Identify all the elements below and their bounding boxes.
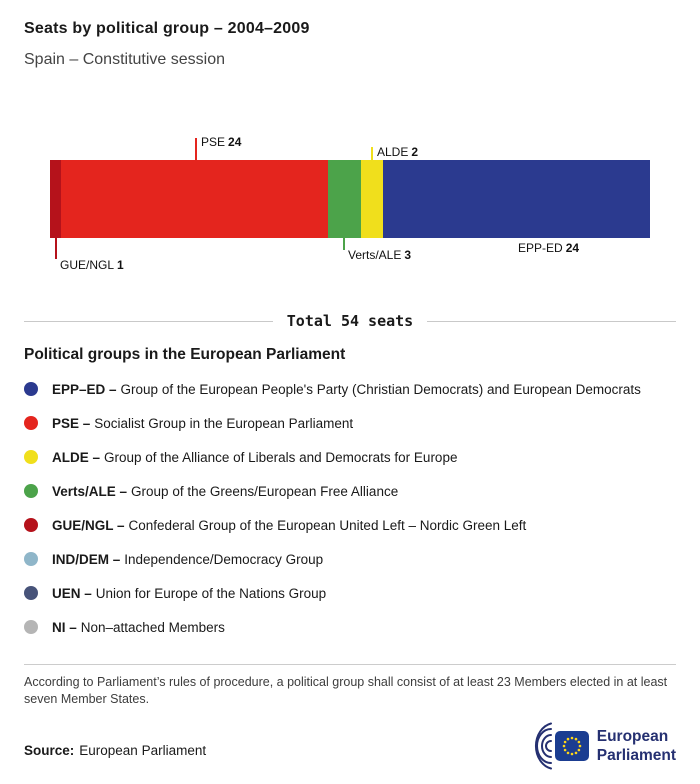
leader-line-pse — [195, 138, 197, 160]
legend-group-name: Verts/ALE – — [52, 484, 128, 499]
ep-logo-mark — [534, 722, 589, 770]
legend-group-desc: Group of the European People's Party (Ch… — [120, 382, 641, 397]
leader-line-alde — [371, 147, 373, 160]
eu-flag-icon — [554, 731, 589, 761]
legend-group-name: NI – — [52, 620, 77, 635]
legend-heading: Political groups in the European Parliam… — [24, 346, 346, 363]
legend-bullet-ni — [24, 620, 38, 634]
eu-flag-stars — [562, 736, 582, 756]
group-seats: 3 — [404, 248, 412, 262]
legend-bullet-gue-ngl — [24, 518, 38, 532]
source-text: European Parliament — [79, 743, 207, 758]
legend-group-name: PSE – — [52, 416, 91, 431]
bar-segment-verts-ale — [327, 160, 362, 238]
leader-line-gue-ngl — [55, 238, 57, 259]
legend-item-gue-ngl: GUE/NGL – Confederal Group of the Europea… — [24, 517, 676, 534]
leader-line-verts-ale — [343, 238, 345, 250]
chart-title: Seats by political group – 2004–2009 — [24, 20, 310, 37]
bar-label-pse: PSE 24 — [201, 135, 241, 149]
legend-item-ind-dem: IND/DEM – Independence/Democracy Group — [24, 551, 676, 568]
legend-item-uen: UEN – Union for Europe of the Nations Gro… — [24, 585, 676, 602]
source-label: Source: — [24, 743, 75, 758]
group-seats: 2 — [411, 145, 419, 159]
bar-label-epp-ed: EPP-ED 24 — [518, 241, 579, 255]
group-seats: 1 — [117, 258, 124, 272]
footnote-divider — [24, 664, 676, 665]
source-line: Source: European Parliament — [24, 743, 206, 758]
total-seats-label: Total 54 seats — [286, 312, 414, 330]
european-parliament-logo: European Parliament — [517, 722, 676, 770]
legend-bullet-verts-ale — [24, 484, 38, 498]
legend-group-name: UEN – — [52, 586, 92, 601]
group-name: Verts/ALE — [348, 248, 402, 262]
group-seats: 24 — [228, 135, 242, 149]
legend-bullet-epp-ed — [24, 382, 38, 396]
legend-item-epp-ed: EPP–ED – Group of the European People's P… — [24, 381, 676, 398]
ep-logo-text-line2: Parliament — [596, 747, 676, 764]
ep-logo-text-line1: European — [596, 728, 669, 745]
legend-group-desc: Group of the Greens/European Free Allian… — [131, 484, 399, 499]
bar-label-verts-ale: Verts/ALE 3 — [348, 248, 411, 262]
bar-label-alde: ALDE 2 — [377, 145, 418, 159]
group-name: ALDE — [377, 145, 409, 159]
legend-group-desc: Union for Europe of the Nations Group — [95, 586, 327, 601]
bar-label-gue-ngl: GUE/NGL 1 — [60, 258, 124, 272]
legend-bullet-pse — [24, 416, 38, 430]
legend-item-alde: ALDE – Group of the Alliance of Liberals … — [24, 449, 676, 466]
legend-group-name: ALDE – — [52, 450, 101, 465]
legend-bullet-uen — [24, 586, 38, 600]
legend-item-pse: PSE – Socialist Group in the European Par… — [24, 415, 676, 432]
legend-bullet-alde — [24, 450, 38, 464]
legend-item-ni: NI – Non–attached Members — [24, 619, 676, 636]
chart-subtitle: Spain – Constitutive session — [24, 51, 225, 68]
legend-group-desc: Socialist Group in the European Parliame… — [94, 416, 354, 431]
footnote-text: According to Parliament’s rules of proce… — [24, 675, 668, 706]
legend-group-desc: Non–attached Members — [80, 620, 225, 635]
bar-segment-pse — [61, 160, 328, 238]
legend-group-name: IND/DEM – — [52, 552, 121, 567]
legend-bullet-ind-dem — [24, 552, 38, 566]
legend-group-desc: Independence/Democracy Group — [124, 552, 324, 567]
legend-item-verts-ale: Verts/ALE – Group of the Greens/European … — [24, 483, 676, 500]
footer: Source: European Parliament — [24, 722, 676, 770]
legend-group-desc: Confederal Group of the European United … — [128, 518, 527, 533]
bar-segment-gue-ngl — [50, 160, 62, 238]
total-divider: Total 54 seats — [24, 312, 676, 330]
seat-bar — [50, 160, 650, 238]
legend-group-desc: Group of the Alliance of Liberals and De… — [104, 450, 458, 465]
stacked-bar-chart: PSE 24 ALDE 2 Verts/ALE 3 GUE/NGL 1 EPP-ED 24 — [24, 128, 676, 278]
group-name: PSE — [201, 135, 226, 149]
bar-segment-alde — [361, 160, 384, 238]
legend-group-name: GUE/NGL – — [52, 518, 125, 533]
bar-segment-epp-ed — [383, 160, 650, 238]
group-seats: 24 — [565, 241, 580, 255]
divider-line-right — [427, 320, 676, 322]
legend-group-name: EPP–ED – — [52, 382, 117, 397]
divider-line-left — [24, 320, 273, 322]
group-name: GUE/NGL — [60, 258, 115, 272]
ep-logo-text: European Parliament — [597, 727, 676, 765]
group-name: EPP-ED — [518, 241, 563, 255]
